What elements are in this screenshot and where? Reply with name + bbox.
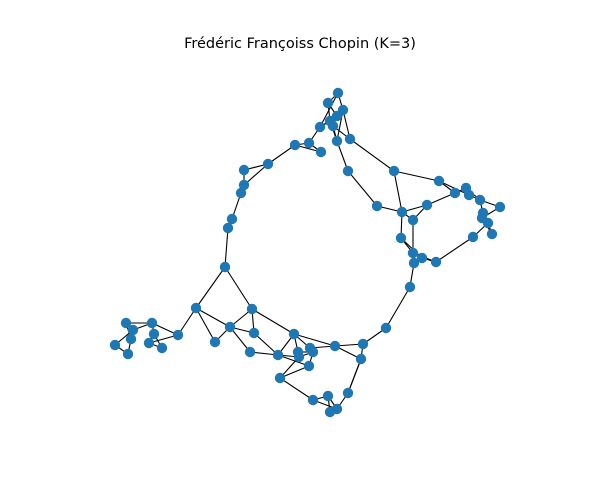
graph-node — [395, 232, 407, 244]
graph-node — [293, 351, 305, 363]
graph-node — [433, 175, 445, 187]
graph-node — [396, 206, 408, 218]
graph-node — [342, 165, 354, 177]
graph-edge — [251, 308, 295, 335]
graph-edge — [393, 170, 403, 213]
graph-node — [209, 336, 221, 348]
graph-node — [482, 217, 494, 229]
graph-node — [449, 187, 461, 199]
graph-node — [416, 252, 428, 264]
graph-edge — [229, 326, 251, 353]
graph-node — [307, 394, 319, 406]
graph-node — [355, 353, 367, 365]
graph-node — [222, 222, 234, 234]
graph-edge — [224, 266, 253, 310]
graph-node — [463, 189, 475, 201]
graph-node — [219, 261, 231, 273]
graph-node — [407, 247, 419, 259]
graph-node — [272, 349, 284, 361]
graph-node — [404, 281, 416, 293]
graph-node — [474, 194, 486, 206]
graph-edge — [279, 377, 314, 401]
graph-node — [172, 329, 184, 341]
graph-node — [324, 406, 336, 418]
graph-node — [244, 346, 256, 358]
graph-node — [190, 302, 202, 314]
graph-edge — [347, 358, 362, 394]
graph-node — [262, 158, 274, 170]
graph-node — [307, 346, 319, 358]
graph-node — [314, 121, 326, 133]
graph-node — [380, 322, 392, 334]
graph-node — [303, 137, 315, 149]
graph-node — [421, 199, 433, 211]
graph-node — [143, 337, 155, 349]
graph-edge — [349, 138, 395, 172]
graph-node — [327, 120, 339, 132]
graph-edge — [195, 307, 216, 343]
graph-node — [235, 187, 247, 199]
graph-node — [122, 348, 134, 360]
node-layer — [109, 87, 506, 418]
graph-node — [146, 317, 158, 329]
graph-node — [238, 164, 250, 176]
graph-node — [322, 97, 334, 109]
graph-node — [407, 214, 419, 226]
graph-node — [120, 317, 132, 329]
graph-node — [332, 87, 344, 99]
graph-node — [388, 165, 400, 177]
graph-node — [125, 333, 137, 345]
graph-node — [224, 321, 236, 333]
graph-node — [288, 328, 300, 340]
graph-node — [408, 257, 420, 269]
graph-edge — [347, 170, 378, 207]
graph-node — [494, 201, 506, 213]
graph-node — [303, 360, 315, 372]
graph-node — [371, 200, 383, 212]
graph-edge — [336, 140, 349, 172]
graph-node — [289, 139, 301, 151]
graph-edge — [293, 333, 336, 347]
graph-node — [238, 179, 250, 191]
graph-node — [344, 133, 356, 145]
graph-edge — [435, 236, 474, 263]
graph-edge — [277, 354, 310, 367]
graph-edge — [224, 227, 229, 268]
graph-node — [248, 327, 260, 339]
graph-node — [274, 372, 286, 384]
graph-edge — [243, 163, 269, 186]
graph-edge — [195, 307, 231, 328]
graph-node — [156, 342, 168, 354]
graph-node — [430, 256, 442, 268]
graph-edge — [267, 144, 296, 165]
graph-node — [109, 339, 121, 351]
graph-node — [329, 340, 341, 352]
graph-node — [342, 387, 354, 399]
graph-node — [357, 338, 369, 350]
graph-node — [322, 390, 334, 402]
graph-edge — [279, 365, 310, 379]
graph-node — [226, 213, 238, 225]
graph-node — [315, 146, 327, 158]
graph-edge — [253, 332, 279, 356]
graph-edge — [385, 286, 411, 329]
graph-node — [486, 228, 498, 240]
graph-edge — [393, 170, 440, 182]
graph-node — [127, 324, 139, 336]
graph-node — [331, 135, 343, 147]
graph-node — [467, 231, 479, 243]
graph-edge — [195, 266, 226, 309]
graph-node — [246, 303, 258, 315]
graph-node — [148, 328, 160, 340]
graph-edge — [177, 307, 197, 336]
graph-title: Frédéric Françoiss Chopin (K=3) — [184, 36, 416, 52]
